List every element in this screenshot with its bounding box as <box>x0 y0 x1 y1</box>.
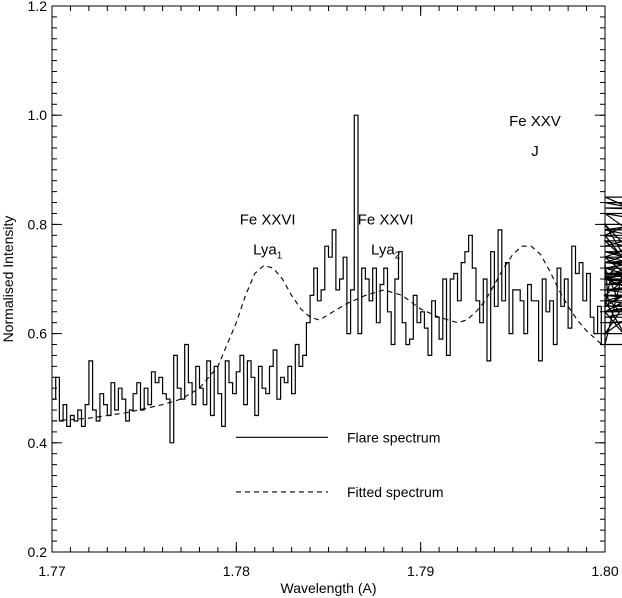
x-tick-label: 1.80 <box>591 563 618 579</box>
series-layer <box>51 114 622 444</box>
annotation-line-subscript: 2 <box>395 250 401 261</box>
annotation-ion-label: Fe XXV <box>509 113 561 130</box>
plot-frame <box>51 5 606 553</box>
annotation-line-base: J <box>531 143 539 160</box>
legend: Flare spectrum Fitted spectrum <box>236 429 443 500</box>
x-tick-label: 1.79 <box>407 563 434 579</box>
y-tick-label: 1.0 <box>28 107 48 123</box>
y-axis-title: Normalised Intensity <box>0 216 16 343</box>
annotation-line-label: Lya1 <box>253 241 283 261</box>
series-flare-spectrum <box>52 114 622 444</box>
y-tick-label: 0.4 <box>28 435 48 451</box>
y-tick-label: 1.2 <box>28 0 48 14</box>
legend-label: Flare spectrum <box>347 429 440 445</box>
x-axis-title: Wavelength (A) <box>281 580 377 596</box>
annotation-line-label: J <box>531 143 539 160</box>
annotation-line-base: Lya <box>253 241 277 258</box>
y-tick-label: 0.8 <box>28 216 48 232</box>
annotation-line-label: Lya2 <box>371 241 401 261</box>
y-tick-label: 0.2 <box>28 544 48 560</box>
annotation-line-subscript: 1 <box>277 250 283 261</box>
x-tick-label: 1.78 <box>223 563 250 579</box>
x-tick-label: 1.77 <box>38 563 65 579</box>
annotation-ion-label: Fe XXVI <box>240 211 296 228</box>
annotation-line-base: Lya <box>371 241 395 258</box>
annotation-ion-label: Fe XXVI <box>358 211 414 228</box>
y-tick-label: 0.6 <box>28 326 48 342</box>
series-fitted-spectrum <box>51 245 606 422</box>
legend-label: Fitted spectrum <box>347 484 443 500</box>
